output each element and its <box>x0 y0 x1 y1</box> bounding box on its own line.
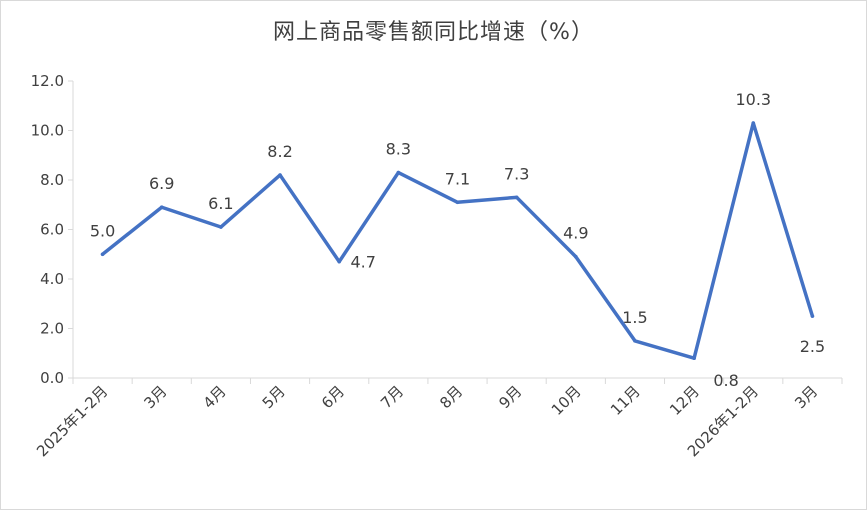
y-tick-label: 8.0 <box>40 171 64 189</box>
x-tick-label: 2025年1-2月 <box>33 382 111 460</box>
data-point <box>159 205 164 210</box>
data-point <box>337 259 341 264</box>
data-point <box>278 173 282 177</box>
data-point <box>455 200 460 205</box>
x-tick-label: 8月 <box>436 382 466 412</box>
y-tick-label: 12.0 <box>31 72 64 90</box>
x-tick-label: 3月 <box>140 382 170 412</box>
data-label: 7.3 <box>504 164 529 183</box>
series-layer <box>100 121 815 361</box>
data-label: 6.9 <box>149 174 174 193</box>
data-label: 7.1 <box>445 169 470 188</box>
x-tick-label: 10月 <box>548 382 585 419</box>
data-label: 4.7 <box>350 253 375 272</box>
x-tick-label: 11月 <box>607 382 644 419</box>
data-point <box>100 252 105 257</box>
x-tick-label: 9月 <box>495 382 525 412</box>
x-tick-label: 6月 <box>318 382 348 412</box>
x-tick-label: 5月 <box>259 382 289 412</box>
data-label: 4.9 <box>563 224 588 243</box>
data-label: 5.0 <box>90 221 115 240</box>
data-point <box>633 339 637 343</box>
series-line <box>100 121 815 360</box>
y-tick-label: 10.0 <box>31 122 64 140</box>
y-tick-label: 6.0 <box>40 221 64 239</box>
data-point <box>396 170 401 175</box>
x-tick-label: 7月 <box>377 382 407 412</box>
data-label: 10.3 <box>735 90 771 109</box>
tick-labels: 0.0 2.0 4.0 6.0 8.0 10.0 12.0 2025年1-2月 3月 4月 5月 6月… <box>31 72 822 460</box>
data-label: 2.5 <box>800 337 825 356</box>
data-label: 1.5 <box>622 308 647 327</box>
data-label: 0.8 <box>713 371 738 390</box>
data-point <box>751 121 756 125</box>
x-tick-label: 12月 <box>666 382 703 419</box>
data-label: 6.1 <box>208 194 233 213</box>
data-point <box>574 254 578 259</box>
data-point <box>692 356 696 361</box>
x-tick-label: 4月 <box>200 382 230 412</box>
data-point <box>810 314 815 318</box>
x-tick-label: 3月 <box>791 382 821 412</box>
axes <box>68 80 843 384</box>
data-point <box>219 225 223 229</box>
data-label: 8.3 <box>386 140 411 159</box>
data-label: 8.2 <box>267 142 292 161</box>
chart-title: 网上商品零售额同比增速（%） <box>273 20 594 45</box>
data-point <box>514 195 519 200</box>
y-tick-label: 0.0 <box>40 369 64 387</box>
y-tick-label: 4.0 <box>40 270 64 288</box>
data-labels: 5.0 6.9 6.1 8.2 4.7 8.3 7.1 7.3 4.9 1.5 0.8 10.3 2.5 <box>90 90 825 390</box>
y-tick-label: 2.0 <box>40 320 64 338</box>
